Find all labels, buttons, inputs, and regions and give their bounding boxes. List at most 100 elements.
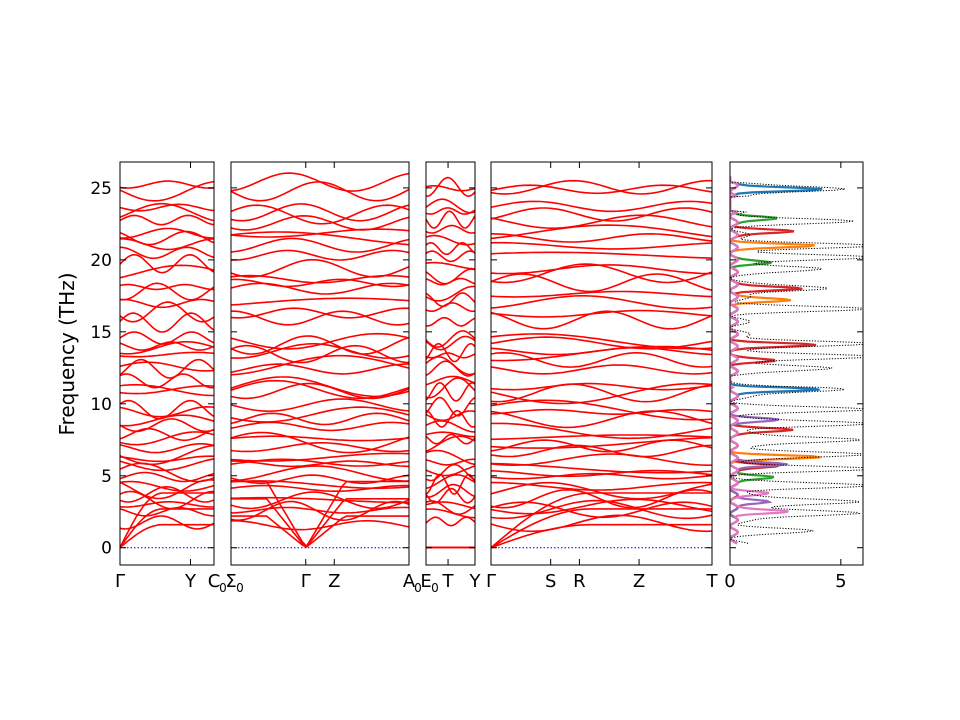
x-tick-label: Γ xyxy=(301,571,311,592)
x-tick-label: Γ xyxy=(115,571,125,592)
dos-lines xyxy=(730,176,863,545)
band-line xyxy=(231,172,409,192)
band-line xyxy=(120,227,214,239)
band-line xyxy=(120,301,214,323)
band-line xyxy=(426,516,475,527)
x-tick-label: Y xyxy=(184,571,197,592)
band-line xyxy=(491,346,712,356)
band-line xyxy=(120,331,214,345)
projected-dos-series-6 xyxy=(730,176,789,545)
band-line xyxy=(491,436,712,449)
band-line xyxy=(491,310,712,330)
band-line xyxy=(231,520,409,531)
band-line xyxy=(120,351,214,358)
band-line xyxy=(426,508,475,519)
band-line xyxy=(426,207,475,215)
band-line xyxy=(231,335,409,355)
band-line xyxy=(491,264,712,275)
x-tick-label: C xyxy=(208,571,221,592)
band-line xyxy=(426,224,475,234)
x-tick-label: T xyxy=(442,571,455,592)
band-line xyxy=(426,473,475,495)
band-line xyxy=(491,434,712,441)
band-line xyxy=(120,253,214,274)
band-line xyxy=(120,399,214,420)
band-line xyxy=(120,312,214,333)
band-line xyxy=(491,224,712,240)
band-line xyxy=(231,496,409,504)
y-tick-label: 20 xyxy=(90,251,112,271)
band-line xyxy=(120,523,214,549)
band-line xyxy=(231,421,409,432)
band-line xyxy=(491,422,712,440)
band-line xyxy=(120,490,214,510)
band-line xyxy=(491,290,712,298)
band-line xyxy=(426,198,475,214)
band-line xyxy=(120,373,214,389)
band-line xyxy=(426,483,475,498)
band-line xyxy=(120,264,214,279)
band-line xyxy=(231,480,409,490)
y-tick-label: 5 xyxy=(101,467,112,487)
band-line xyxy=(491,383,712,403)
band-line xyxy=(426,302,475,313)
band-line xyxy=(231,500,409,522)
band-line xyxy=(491,498,712,515)
x-tick-label: S xyxy=(545,571,556,592)
band-line xyxy=(426,465,475,477)
band-line xyxy=(120,492,214,549)
band-line xyxy=(231,382,409,400)
band-line xyxy=(426,335,475,351)
band-line xyxy=(491,184,712,195)
band-line xyxy=(120,485,214,503)
band-line xyxy=(426,268,475,285)
band-line xyxy=(231,412,409,426)
y-tick-label: 25 xyxy=(90,179,112,199)
band-line xyxy=(231,249,409,261)
band-lines xyxy=(426,176,475,549)
band-line xyxy=(231,506,409,514)
band-line xyxy=(231,228,409,238)
band-line xyxy=(231,398,409,413)
x-tick-label: Γ xyxy=(486,571,496,592)
band-line xyxy=(231,484,409,492)
y-tick-label: 0 xyxy=(101,539,112,559)
band-line xyxy=(120,384,214,397)
band-line xyxy=(120,462,214,483)
panel-frame xyxy=(119,161,215,566)
band-line xyxy=(491,382,712,391)
band-line xyxy=(120,283,214,291)
x-tick-label: A xyxy=(403,571,416,592)
band-line xyxy=(231,203,409,222)
band-line xyxy=(491,179,712,195)
band-line xyxy=(120,455,214,463)
band-line xyxy=(120,471,214,483)
band-line xyxy=(120,361,214,372)
band-line xyxy=(426,210,475,229)
band-line xyxy=(120,214,214,226)
band-line xyxy=(491,410,712,429)
band-line xyxy=(231,310,409,326)
band-line xyxy=(120,282,214,301)
band-line xyxy=(491,364,712,375)
band-line xyxy=(491,382,712,405)
band-line xyxy=(120,385,214,395)
band-line xyxy=(231,344,409,364)
band-line xyxy=(426,435,475,453)
x-tick-label: 0 xyxy=(724,571,735,592)
band-lines xyxy=(491,179,712,549)
x-tick-subscript: 0 xyxy=(219,581,227,595)
band-line xyxy=(426,433,475,445)
band-line xyxy=(426,431,475,438)
band-line xyxy=(231,435,409,442)
panel-frame xyxy=(490,161,713,566)
band-line xyxy=(426,250,475,263)
band-line xyxy=(231,332,409,350)
band-line xyxy=(231,237,409,253)
x-tick-label: R xyxy=(573,571,586,592)
band-line xyxy=(231,442,409,453)
band-line xyxy=(491,273,712,293)
